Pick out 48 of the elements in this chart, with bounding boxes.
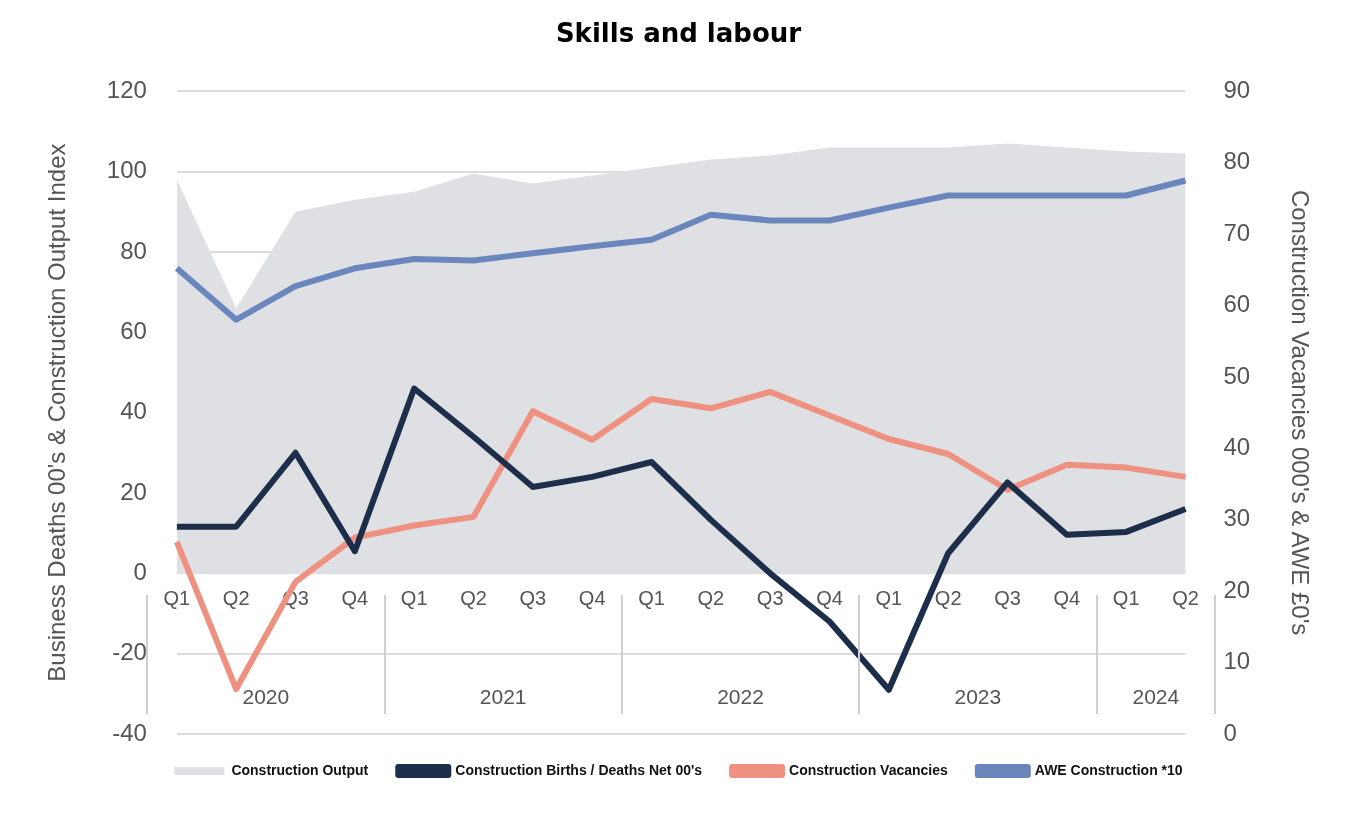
x-tick-label: Q2 bbox=[697, 586, 725, 609]
x-tick-label: Q1 bbox=[1112, 586, 1140, 609]
x-tick-label: Q1 bbox=[163, 586, 191, 609]
x-tick-label: Q2 bbox=[460, 586, 487, 609]
y2-tick-label: 60 bbox=[1223, 290, 1251, 318]
x-tick-label: Q4 bbox=[341, 586, 369, 609]
y2-tick-label: 0 bbox=[1223, 718, 1237, 746]
x-tick-label: Q4 bbox=[578, 586, 606, 609]
y2-tick-label: 90 bbox=[1223, 75, 1251, 103]
x-tick-label: Q1 bbox=[400, 586, 428, 609]
y-tick-label: 40 bbox=[120, 397, 147, 425]
x-tick-label: Q4 bbox=[1053, 586, 1081, 609]
legend-label: AWE Construction *10 bbox=[1034, 761, 1183, 778]
y-tick-label: 60 bbox=[120, 316, 147, 344]
x-tick-label: Q2 bbox=[1172, 586, 1199, 609]
annotation: 2020 bbox=[242, 684, 290, 708]
x-tick-label: Q1 bbox=[875, 586, 903, 609]
y2-tick-label: 20 bbox=[1223, 575, 1251, 603]
x-tick-label: Q3 bbox=[994, 586, 1021, 609]
y-tick-label: 0 bbox=[133, 557, 147, 585]
y-tick-label: 120 bbox=[106, 75, 147, 103]
y2-tick-label: 30 bbox=[1223, 504, 1251, 532]
y2-tick-label: 50 bbox=[1223, 361, 1251, 389]
x-tick-label: Q4 bbox=[816, 586, 843, 609]
y-tick-label: 20 bbox=[120, 477, 147, 505]
y-tick-label: 100 bbox=[106, 156, 147, 184]
annotation: 2021 bbox=[479, 684, 527, 708]
y2-tick-label: 80 bbox=[1223, 147, 1251, 175]
y2-tick-label: 10 bbox=[1223, 647, 1251, 675]
x-tick-label: Q3 bbox=[756, 586, 784, 609]
annotation: 2024 bbox=[1132, 684, 1180, 708]
legend-label: Construction Births / Deaths Net 00's bbox=[455, 761, 703, 778]
annotation: 2022 bbox=[717, 684, 764, 708]
y2-tick-label: 70 bbox=[1223, 218, 1251, 246]
y2-axis-title: Construction Vacancies 000's & AWE £0's bbox=[1286, 189, 1314, 636]
x-tick-label: Q1 bbox=[638, 586, 665, 609]
y-tick-label: -40 bbox=[112, 718, 147, 746]
annotation: 2023 bbox=[954, 684, 1002, 708]
y-axis-title: Business Deaths 00's & Construction Output Index bbox=[43, 143, 71, 682]
chart-title: Skills and labour bbox=[555, 18, 802, 49]
x-tick-label: Q2 bbox=[222, 586, 250, 609]
x-tick-label: Q3 bbox=[519, 586, 547, 609]
x-tick-label: Q2 bbox=[934, 586, 962, 609]
y2-tick-label: 40 bbox=[1223, 432, 1251, 460]
y-tick-label: 80 bbox=[120, 236, 147, 264]
legend-label: Construction Output bbox=[231, 761, 369, 778]
y-tick-label: -20 bbox=[112, 638, 147, 666]
legend-label: Construction Vacancies bbox=[789, 761, 949, 778]
